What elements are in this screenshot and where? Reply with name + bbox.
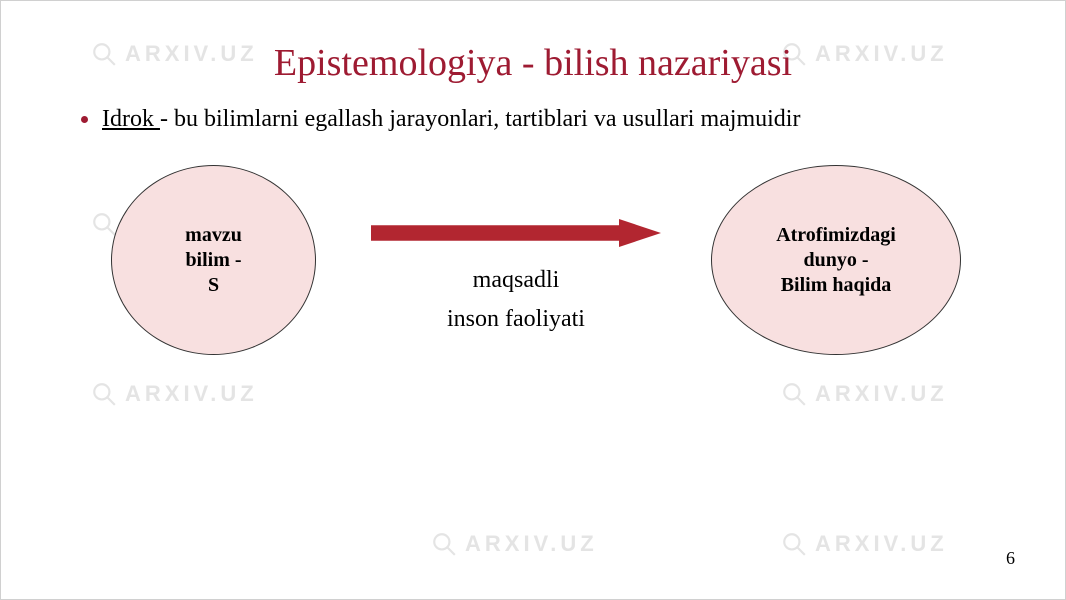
watermark: ARXIV.UZ — [431, 531, 598, 557]
bullet-item: Idrok - bu bilimlarni egallash jarayonla… — [81, 103, 985, 135]
node-world-line3: Bilim haqida — [781, 273, 892, 298]
bullet-rest: - bu bilimlarni egallash jarayonlari, ta… — [160, 106, 800, 132]
node-subject-line3: S — [208, 273, 219, 298]
arrow-label-line1: maqsadli — [473, 267, 560, 293]
slide-content: Epistemologiya - bilish nazariyasi Idrok… — [81, 41, 985, 385]
slide-frame: ARXIV.UZARXIV.UZARXIV.UZARXIV.UZARXIV.UZ… — [0, 0, 1066, 600]
node-subject-line1: mavzu — [185, 223, 242, 248]
diagram-arrow: maqsadli inson faoliyati — [371, 213, 661, 338]
arrow-label: maqsadli inson faoliyati — [447, 261, 585, 338]
watermark: ARXIV.UZ — [781, 531, 948, 557]
bullet-lead: Idrok — [102, 106, 160, 132]
node-world-line2: dunyo - — [803, 248, 868, 273]
concept-diagram: mavzu bilim - S maqsadli inson faoliyati… — [81, 155, 985, 385]
bullet-dot-icon — [81, 116, 88, 123]
arrow-label-line2: inson faoliyati — [447, 306, 585, 332]
arrow-right-icon — [371, 213, 661, 253]
node-world-line1: Atrofimizdagi — [776, 223, 896, 248]
bullet-text: Idrok - bu bilimlarni egallash jarayonla… — [102, 103, 985, 135]
slide-title: Epistemologiya - bilish nazariyasi — [81, 41, 985, 85]
page-number: 6 — [1006, 548, 1015, 569]
diagram-node-subject: mavzu bilim - S — [111, 165, 316, 355]
node-subject-line2: bilim - — [185, 248, 241, 273]
diagram-node-world: Atrofimizdagi dunyo - Bilim haqida — [711, 165, 961, 355]
